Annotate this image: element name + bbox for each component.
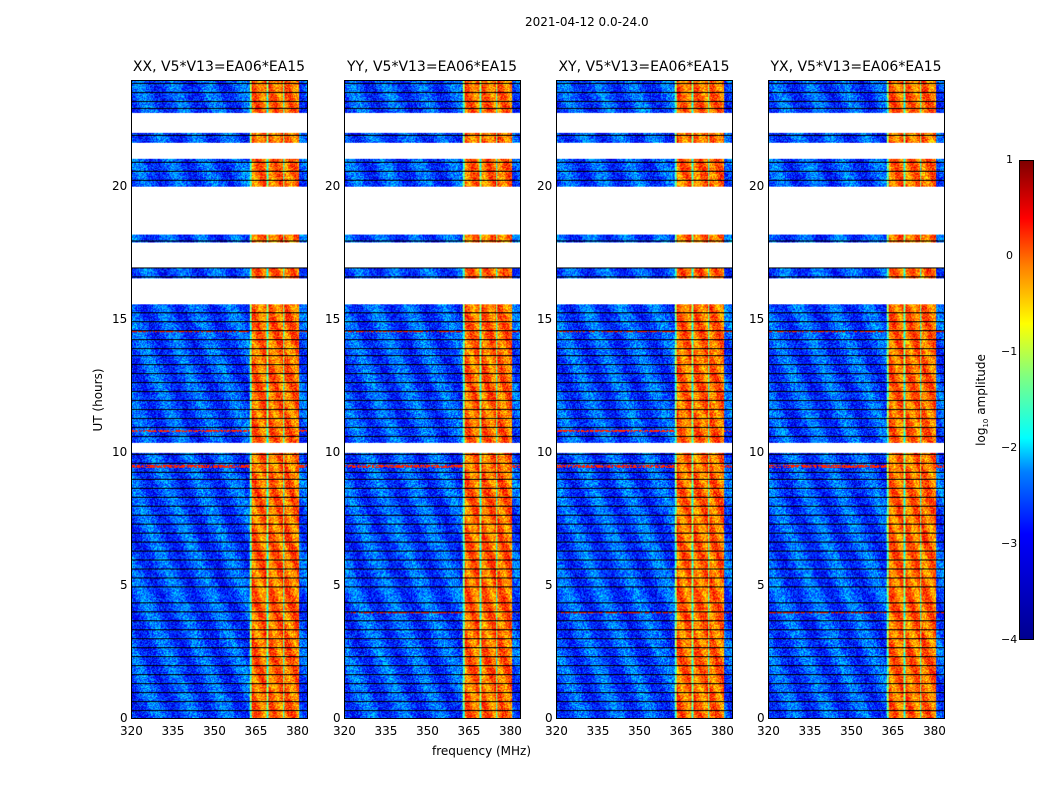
panel-title: YY, V5*V13=EA06*EA15 bbox=[346, 59, 518, 75]
y-tick-label: 0 bbox=[333, 711, 341, 725]
y-tick-label: 15 bbox=[537, 311, 553, 326]
colorbar-tick-label: 1 bbox=[1006, 153, 1013, 166]
panel-3 bbox=[768, 80, 945, 719]
x-tick-label: 320 bbox=[545, 724, 568, 738]
x-tick-label: 350 bbox=[627, 724, 651, 738]
colorbar-label-sub: 10 bbox=[982, 418, 991, 428]
panel-1 bbox=[344, 80, 521, 719]
y-tick-label: 20 bbox=[112, 178, 128, 193]
y-tick-label: 10 bbox=[325, 444, 341, 459]
x-tick-label: 380 bbox=[498, 724, 522, 738]
y-tick-label: 5 bbox=[757, 577, 765, 592]
panel-0 bbox=[131, 80, 308, 719]
colorbar-tick-label: −1 bbox=[1001, 345, 1018, 358]
y-tick-label: 20 bbox=[749, 178, 765, 193]
x-tick-label: 350 bbox=[202, 724, 226, 738]
x-tick-label: 350 bbox=[839, 724, 863, 738]
y-tick-label: 20 bbox=[537, 178, 553, 193]
y-tick-label: 5 bbox=[120, 577, 128, 592]
x-tick-label: 365 bbox=[669, 724, 693, 738]
x-tick-label: 320 bbox=[757, 724, 780, 738]
heatmap-cells bbox=[769, 81, 944, 718]
x-tick-label: 350 bbox=[415, 724, 439, 738]
y-tick-label: 10 bbox=[537, 444, 553, 459]
x-tick-label: 335 bbox=[374, 724, 398, 738]
colorbar bbox=[1019, 160, 1034, 640]
x-axis-label: frequency (MHz) bbox=[432, 744, 532, 758]
x-tick-label: 380 bbox=[922, 724, 946, 738]
y-tick-label: 15 bbox=[112, 311, 128, 326]
panel-title: XY, V5*V13=EA06*EA15 bbox=[558, 59, 730, 75]
y-tick-label: 15 bbox=[749, 311, 765, 326]
y-tick-label: 10 bbox=[112, 444, 128, 459]
y-tick-label: 0 bbox=[757, 711, 765, 725]
panel-title: XX, V5*V13=EA06*EA15 bbox=[132, 59, 306, 75]
heatmap-cells bbox=[132, 81, 307, 718]
colorbar-tick-label: 0 bbox=[1006, 249, 1013, 262]
y-axis-label: UT (hours) bbox=[91, 368, 105, 432]
x-tick-label: 380 bbox=[285, 724, 309, 738]
colorbar-label-main: log bbox=[973, 427, 988, 446]
x-tick-label: 320 bbox=[333, 724, 356, 738]
x-tick-label: 380 bbox=[710, 724, 734, 738]
colorbar-label-tail: amplitude bbox=[973, 354, 988, 419]
heatmap-cells bbox=[557, 81, 732, 718]
y-tick-label: 5 bbox=[333, 577, 341, 592]
y-tick-label: 0 bbox=[545, 711, 553, 725]
heatmap-cells bbox=[345, 81, 520, 718]
y-tick-label: 20 bbox=[325, 178, 341, 193]
colorbar-tick-label: −4 bbox=[1001, 633, 1018, 646]
x-tick-label: 365 bbox=[457, 724, 481, 738]
x-tick-label: 335 bbox=[586, 724, 610, 738]
panel-title: YX, V5*V13=EA06*EA15 bbox=[770, 59, 942, 75]
colorbar-tick-label: −3 bbox=[1001, 537, 1018, 550]
x-tick-label: 335 bbox=[161, 724, 185, 738]
x-tick-label: 365 bbox=[244, 724, 268, 738]
x-tick-label: 365 bbox=[881, 724, 905, 738]
y-tick-label: 0 bbox=[120, 711, 128, 725]
colorbar-label: log10 amplitude bbox=[974, 354, 990, 446]
y-tick-label: 5 bbox=[545, 577, 553, 592]
panel-2 bbox=[556, 80, 733, 719]
x-tick-label: 335 bbox=[798, 724, 822, 738]
y-tick-label: 10 bbox=[749, 444, 765, 459]
colorbar-tick-label: −2 bbox=[1001, 441, 1018, 454]
figure-title: 2021-04-12 0.0-24.0 bbox=[525, 15, 649, 29]
y-tick-label: 15 bbox=[325, 311, 341, 326]
x-tick-label: 320 bbox=[120, 724, 143, 738]
